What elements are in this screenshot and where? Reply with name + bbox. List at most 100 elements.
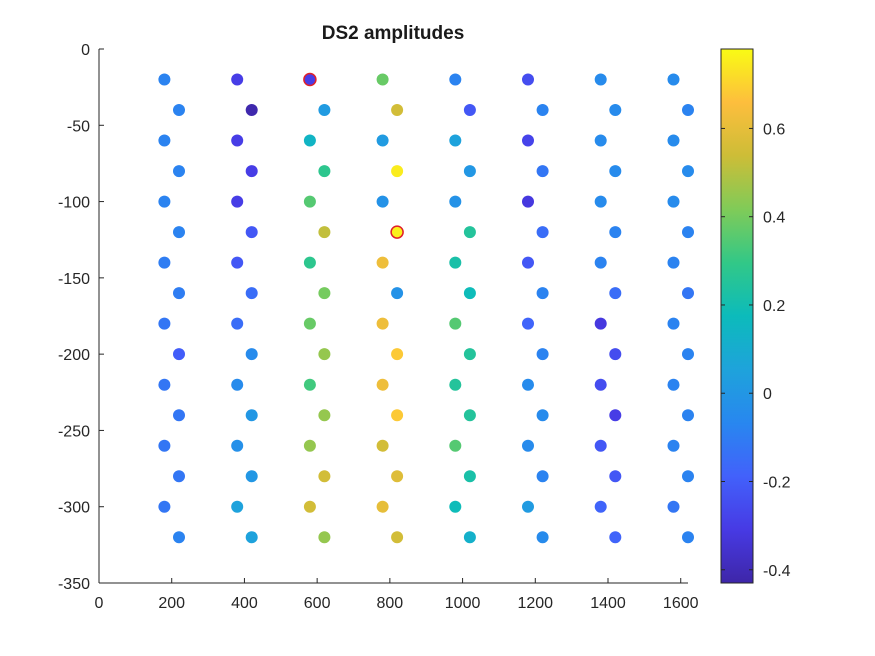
data-point bbox=[609, 104, 622, 116]
data-point bbox=[682, 470, 694, 483]
data-point bbox=[594, 256, 607, 269]
x-tick-label: 600 bbox=[304, 595, 331, 612]
data-point bbox=[231, 500, 244, 513]
data-point bbox=[463, 409, 476, 422]
x-tick-label: 400 bbox=[231, 595, 258, 612]
data-point bbox=[303, 134, 316, 147]
colorbar: 0.6 0.4 0.2 0 -0.2 -0.4 bbox=[720, 48, 791, 584]
data-point bbox=[463, 287, 476, 300]
data-point bbox=[391, 287, 404, 300]
data-point bbox=[231, 134, 244, 147]
data-point bbox=[449, 439, 462, 452]
axes: 0 200 400 600 800 1000 1200 1400 1600 0 -50 -100 -15… bbox=[58, 42, 699, 612]
data-point bbox=[231, 195, 244, 208]
data-point bbox=[449, 73, 462, 86]
data-point bbox=[303, 500, 316, 513]
y-tick-label: 0 bbox=[81, 42, 90, 59]
highlighted-data-point bbox=[303, 72, 317, 87]
data-point bbox=[594, 500, 607, 513]
data-point bbox=[158, 378, 171, 391]
data-point bbox=[158, 195, 171, 208]
data-point bbox=[318, 104, 331, 116]
data-point bbox=[318, 165, 331, 178]
y-tick-label: -350 bbox=[58, 576, 90, 593]
data-point bbox=[173, 531, 185, 544]
data-point bbox=[318, 531, 331, 544]
x-tick-label: 0 bbox=[95, 595, 104, 612]
data-point bbox=[463, 226, 476, 239]
data-point bbox=[522, 317, 534, 330]
data-point bbox=[376, 73, 389, 86]
data-point bbox=[391, 104, 404, 116]
data-point bbox=[522, 500, 534, 513]
data-point bbox=[682, 165, 694, 178]
data-point bbox=[376, 500, 389, 513]
colorbar-tick-label: 0 bbox=[763, 386, 772, 403]
data-point bbox=[245, 104, 258, 116]
data-point bbox=[245, 165, 258, 178]
data-point bbox=[536, 287, 549, 300]
data-point bbox=[522, 195, 534, 208]
data-point bbox=[522, 378, 534, 391]
data-point bbox=[303, 256, 316, 269]
data-point bbox=[522, 134, 534, 147]
data-point bbox=[318, 470, 331, 483]
data-point bbox=[376, 439, 389, 452]
colorbar-tick-label: -0.2 bbox=[763, 474, 791, 491]
data-point bbox=[682, 409, 694, 422]
data-point bbox=[594, 73, 607, 86]
data-point bbox=[318, 287, 331, 300]
data-point bbox=[376, 317, 389, 330]
data-point bbox=[158, 73, 171, 86]
data-point bbox=[536, 348, 549, 361]
y-tick-label: -100 bbox=[58, 195, 90, 212]
colorbar-tick-label: -0.4 bbox=[763, 563, 791, 580]
data-point bbox=[173, 287, 185, 300]
data-point bbox=[463, 348, 476, 361]
y-tick-label: -300 bbox=[58, 500, 90, 517]
data-point bbox=[536, 226, 549, 239]
data-point bbox=[522, 73, 534, 86]
data-point bbox=[376, 256, 389, 269]
data-point bbox=[231, 256, 244, 269]
data-point bbox=[594, 378, 607, 391]
colorbar-tick-label: 0.4 bbox=[763, 210, 785, 227]
data-point bbox=[536, 531, 549, 544]
data-point bbox=[522, 256, 534, 269]
data-point bbox=[303, 195, 316, 208]
data-point bbox=[391, 470, 404, 483]
data-point bbox=[245, 287, 258, 300]
x-tick-label: 1000 bbox=[445, 595, 481, 612]
y-tick-label: -150 bbox=[58, 271, 90, 288]
data-point bbox=[594, 439, 607, 452]
data-point bbox=[682, 531, 694, 544]
data-point bbox=[318, 226, 331, 239]
data-point bbox=[391, 348, 404, 361]
y-tick-label: -50 bbox=[67, 118, 90, 135]
data-point bbox=[231, 439, 244, 452]
data-point bbox=[245, 409, 258, 422]
x-tick-label: 1200 bbox=[517, 595, 553, 612]
data-point bbox=[245, 470, 258, 483]
data-point bbox=[173, 348, 185, 361]
data-point bbox=[245, 531, 258, 544]
data-point bbox=[667, 500, 680, 513]
data-point bbox=[376, 195, 389, 208]
data-point bbox=[682, 226, 694, 239]
data-point bbox=[173, 104, 185, 116]
data-point bbox=[609, 165, 622, 178]
data-point bbox=[463, 104, 476, 116]
data-point bbox=[303, 439, 316, 452]
x-tick-label: 1600 bbox=[663, 595, 699, 612]
data-point bbox=[376, 134, 389, 147]
data-point bbox=[391, 165, 404, 178]
data-point bbox=[231, 73, 244, 86]
data-point bbox=[391, 531, 404, 544]
data-point bbox=[303, 317, 316, 330]
data-point bbox=[449, 256, 462, 269]
data-point bbox=[463, 531, 476, 544]
data-point bbox=[667, 317, 680, 330]
y-tick-label: -200 bbox=[58, 347, 90, 364]
data-point bbox=[667, 378, 680, 391]
colorbar-tick-label: 0.6 bbox=[763, 121, 785, 138]
